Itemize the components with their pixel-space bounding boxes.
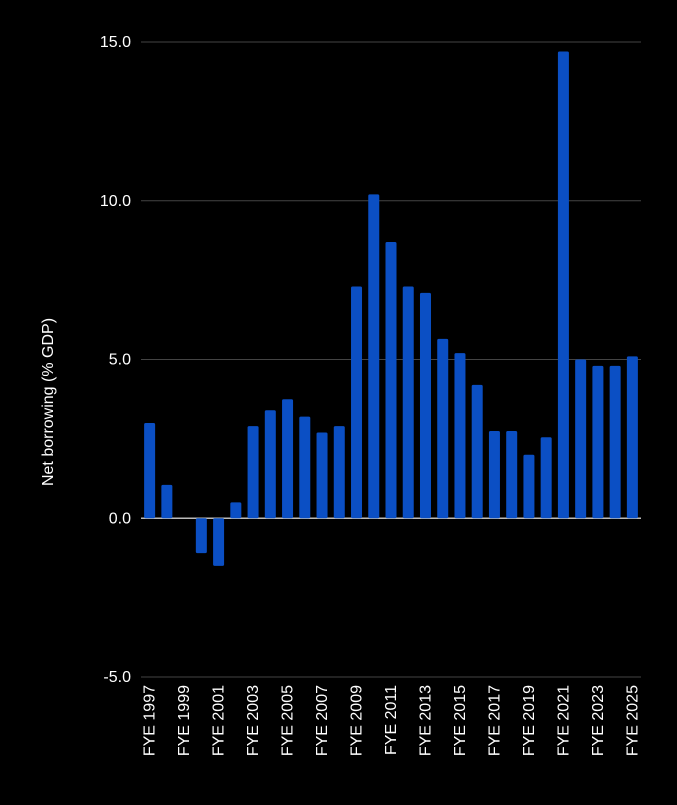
x-tick-label: FYE 1999 xyxy=(176,685,193,756)
bar xyxy=(627,356,638,518)
bar xyxy=(506,431,517,518)
x-tick-label: FYE 2021 xyxy=(555,685,572,756)
x-tick-label: FYE 1997 xyxy=(142,685,159,756)
y-tick-label: 0.0 xyxy=(109,510,131,527)
x-tick-label: FYE 2009 xyxy=(349,685,366,756)
bar xyxy=(282,399,293,518)
x-tick-label: FYE 2011 xyxy=(383,685,400,755)
y-tick-label: 5.0 xyxy=(109,352,131,369)
x-tick-label: FYE 2015 xyxy=(452,685,469,756)
x-tick-label: FYE 2005 xyxy=(280,685,297,756)
bar xyxy=(351,286,362,518)
bar xyxy=(144,423,155,518)
bar xyxy=(299,417,310,519)
bar xyxy=(575,360,586,519)
bar xyxy=(558,52,569,519)
bar xyxy=(386,242,397,518)
bar xyxy=(403,286,414,518)
bar xyxy=(523,455,534,519)
x-tick-label: FYE 2025 xyxy=(624,685,641,756)
bar xyxy=(161,485,172,518)
bar xyxy=(592,366,603,518)
y-axis-label: Net borrowing (% GDP) xyxy=(40,318,57,486)
bar xyxy=(454,353,465,518)
y-tick-label: 10.0 xyxy=(100,193,131,210)
bar xyxy=(230,502,241,518)
bar xyxy=(610,366,621,518)
x-tick-label: FYE 2003 xyxy=(245,685,262,756)
bar xyxy=(317,433,328,519)
x-tick-label: FYE 2023 xyxy=(590,685,607,756)
y-tick-label: 15.0 xyxy=(100,34,131,51)
x-tick-label: FYE 2001 xyxy=(211,685,228,756)
x-tick-label: FYE 2019 xyxy=(521,685,538,756)
bar xyxy=(213,518,224,566)
y-tick-label: -5.0 xyxy=(103,669,131,686)
bar xyxy=(368,194,379,518)
x-tick-label: FYE 2017 xyxy=(486,685,503,756)
bar xyxy=(489,431,500,518)
x-tick-label: FYE 2013 xyxy=(417,685,434,756)
x-tick-label: FYE 2007 xyxy=(314,685,331,756)
bar xyxy=(541,437,552,518)
bar xyxy=(265,410,276,518)
bar xyxy=(437,339,448,518)
bar xyxy=(334,426,345,518)
bar xyxy=(420,293,431,518)
bar xyxy=(248,426,259,518)
bar xyxy=(472,385,483,518)
bar xyxy=(196,518,207,553)
